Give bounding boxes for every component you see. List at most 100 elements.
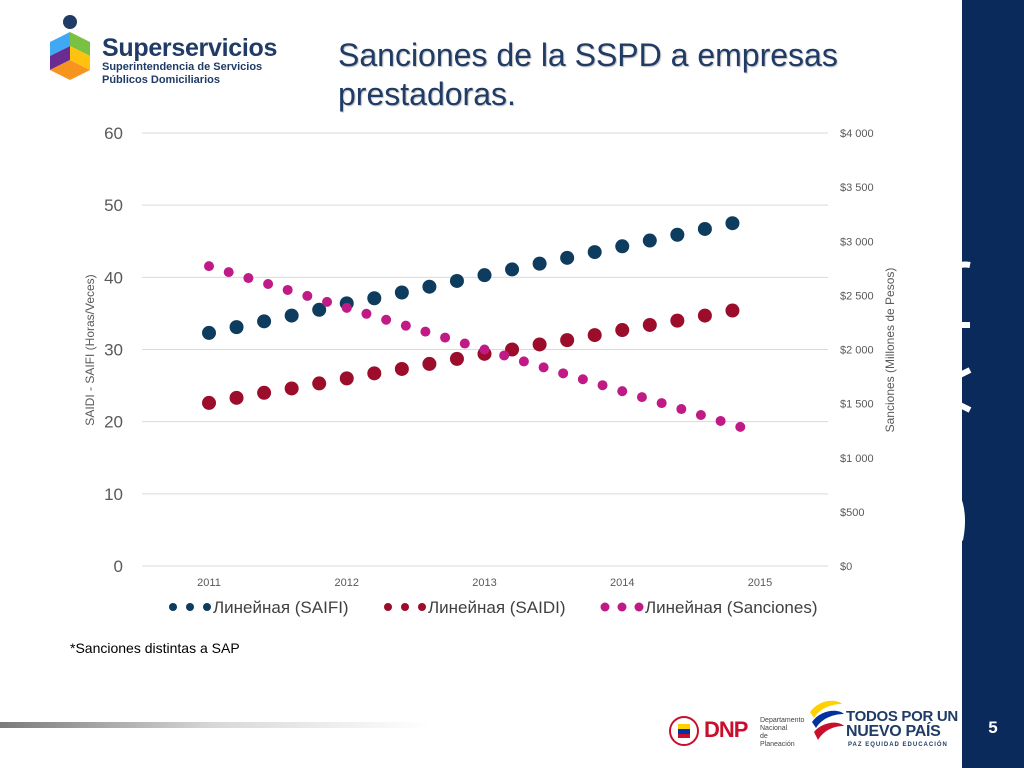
footnote: *Sanciones distintas a SAP	[70, 640, 240, 656]
data-point-saidi	[587, 328, 602, 343]
data-point-sanciones	[735, 421, 746, 432]
data-point-saidi	[449, 351, 464, 366]
data-point-sanciones	[518, 356, 529, 367]
logo-subtitle-line1: Superintendencia de Servicios	[102, 61, 263, 73]
superservicios-emblem-icon	[50, 15, 90, 80]
data-point-saifi	[697, 221, 712, 236]
data-point-saidi	[725, 303, 740, 318]
logo-name: Superservicios	[102, 34, 278, 62]
y-tick-label: 10	[104, 485, 123, 504]
y2-tick-label: $1 500	[840, 399, 874, 411]
legend-marker-saifi	[186, 603, 194, 611]
data-point-sanciones	[302, 290, 313, 301]
data-point-sanciones	[400, 320, 411, 331]
y2-tick-label: $2 000	[840, 345, 874, 357]
data-point-saifi	[229, 320, 244, 335]
data-point-saidi	[339, 371, 354, 386]
data-point-saidi	[229, 390, 244, 405]
data-point-sanciones	[617, 386, 628, 397]
data-point-saidi	[422, 356, 437, 371]
todos-por-un-nuevo-pais-logo: TODOS POR UN NUEVO PAÍS PAZ EQUIDAD EDUC…	[806, 694, 958, 754]
data-point-saidi	[367, 366, 382, 381]
nuevo-pais-emblem-icon	[810, 700, 844, 740]
y2-tick-label: $4 000	[840, 128, 874, 140]
scatter-chart: 0 10 20 30 40 50 60 $0 $500 $1 000 $1 500 $2 000 $2 …	[83, 124, 897, 617]
superservicios-logo: Superservicios Superintendencia de Servi…	[44, 12, 284, 88]
y-axis-title: SAIDI - SAIFI (Horas/Veces)	[83, 274, 97, 425]
footer-fade-line	[0, 722, 430, 728]
data-point-saidi	[257, 385, 272, 400]
data-point-sanciones	[381, 314, 392, 325]
data-point-sanciones	[577, 374, 588, 385]
dnp-subtitle: Departamento Nacional de Planeación	[760, 717, 805, 748]
y-tick-label: 50	[104, 196, 123, 215]
data-point-sanciones	[341, 302, 352, 313]
y2-tick-label: $3 500	[840, 182, 874, 194]
data-point-saidi	[394, 361, 409, 376]
logo-subtitle: Superintendencia de Servicios Públicos D…	[102, 61, 262, 87]
slide-title: Sanciones de la SSPD a empresas prestado…	[338, 37, 838, 112]
y-tick-label: 20	[104, 413, 123, 432]
right-side-band	[962, 0, 1024, 768]
data-point-sanciones	[361, 308, 372, 319]
y-tick-label: 0	[114, 557, 123, 576]
y2-tick-label: $3 000	[840, 236, 874, 248]
data-point-saifi	[202, 325, 216, 340]
pais-line2: NUEVO PAÍS	[846, 723, 941, 740]
data-point-saifi	[725, 216, 740, 231]
data-point-sanciones	[479, 344, 490, 355]
y2-tick-label: $1 000	[840, 453, 874, 465]
data-point-sanciones	[558, 368, 569, 379]
dnp-logo: DNP Departamento Nacional de Planeación	[668, 713, 804, 749]
data-point-saifi	[422, 279, 437, 294]
data-point-sanciones	[440, 332, 451, 343]
y2-axis-title: Sanciones (Millones de Pesos)	[883, 268, 897, 433]
data-point-sanciones	[263, 279, 274, 290]
pais-line1: TODOS POR UN	[846, 708, 958, 725]
data-point-saifi	[257, 314, 272, 329]
legend-marker-saifi	[203, 603, 211, 611]
data-point-sanciones	[459, 338, 470, 349]
data-point-sanciones	[420, 326, 431, 337]
y-tick-label: 30	[104, 341, 123, 360]
data-point-sanciones	[243, 273, 254, 284]
data-point-sanciones	[282, 284, 293, 295]
legend-label-saidi: Линейная (SAIDI)	[428, 598, 566, 617]
legend-marker-saidi	[384, 603, 392, 611]
data-point-sanciones	[695, 409, 706, 420]
colombia-shield-icon	[669, 716, 699, 746]
data-point-sanciones	[656, 398, 667, 409]
data-point-sanciones	[676, 404, 687, 415]
data-point-saidi	[202, 395, 216, 410]
x-tick-label: 2011	[197, 577, 221, 589]
data-point-saifi	[532, 256, 547, 271]
data-point-saidi	[284, 381, 299, 396]
data-point-sanciones	[223, 267, 234, 278]
pais-line3: PAZ EQUIDAD EDUCACIÓN	[848, 742, 948, 748]
data-point-saifi	[477, 268, 492, 283]
data-point-sanciones	[715, 415, 726, 426]
data-point-saifi	[560, 250, 575, 265]
data-point-saifi	[505, 262, 520, 277]
data-point-sanciones	[204, 261, 214, 272]
legend-marker-saidi	[401, 603, 409, 611]
legend-marker-sanciones	[600, 602, 610, 612]
data-point-sanciones	[597, 380, 608, 391]
y2-tick-label: $2 500	[840, 290, 874, 302]
x-tick-label: 2014	[610, 577, 634, 589]
data-point-saifi	[615, 239, 630, 254]
x-tick-label: 2015	[748, 577, 772, 589]
data-point-saidi	[615, 323, 630, 338]
logo-subtitle-line2: Públicos Domiciliarios	[102, 74, 220, 86]
data-point-saidi	[642, 317, 657, 332]
data-point-saifi	[312, 302, 327, 317]
slide-number: 5	[988, 718, 998, 737]
y-tick-label: 60	[104, 124, 123, 143]
data-point-saifi	[449, 273, 464, 288]
data-point-saidi	[560, 333, 575, 348]
data-point-sanciones	[499, 350, 510, 361]
legend-marker-sanciones	[617, 602, 627, 612]
data-point-saifi	[642, 233, 657, 248]
decorative-outline-shapes-icon	[922, 261, 972, 541]
data-point-saifi	[670, 227, 685, 242]
